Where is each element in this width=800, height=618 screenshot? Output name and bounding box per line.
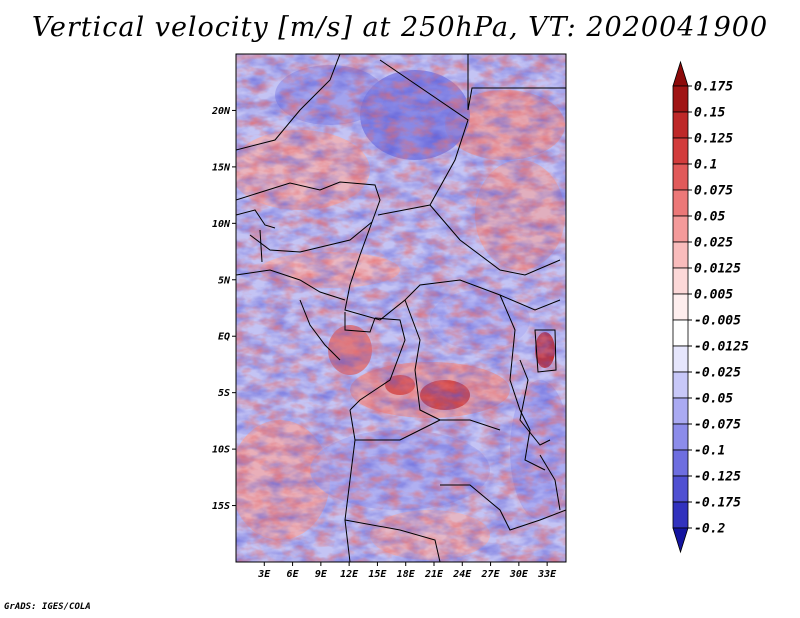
colorbar-label: -0.175 [694, 496, 741, 511]
x-tick-label: 3E [257, 569, 271, 580]
y-tick-label: 10S [212, 445, 230, 456]
colorbar-swatch [672, 293, 689, 321]
colorbar-swatch [672, 345, 689, 373]
y-tick-label: 15S [212, 501, 230, 512]
y-tick-label: 5N [218, 275, 231, 286]
colorbar-swatch [672, 449, 689, 477]
colorbar-label: 0.05 [694, 210, 725, 225]
colorbar-swatch [672, 397, 689, 425]
x-tick-label: 9E [315, 569, 328, 580]
colorbar-label: 0.1 [694, 158, 717, 173]
colorbar-label: -0.05 [694, 392, 733, 407]
x-tick-label: 24E [452, 569, 472, 580]
x-tick-label: 18E [397, 569, 416, 580]
colorbar-label: -0.075 [694, 418, 741, 433]
y-tick-label: 5S [218, 388, 230, 399]
colorbar: 0.175 0.15 0.125 0.1 0.075 0.05 0.025 0.0125 0.0… [672, 60, 749, 554]
x-tick-label: 30E [509, 569, 529, 580]
colorbar-swatch [672, 475, 689, 503]
x-tick-label: 12E [340, 569, 359, 580]
x-tick-label: 6E [287, 569, 300, 580]
x-tick-label: 21E [424, 569, 444, 580]
colorbar-label: 0.005 [694, 288, 733, 303]
colorbar-swatch [672, 241, 689, 269]
colorbar-swatch [672, 215, 689, 243]
colorbar-label: -0.0125 [694, 340, 749, 355]
x-tick-label: 33E [537, 569, 557, 580]
colorbar-label: -0.125 [694, 470, 741, 485]
x-tick-label: 27E [481, 569, 501, 580]
y-axis: 20N 15N 10N 5N EQ 5S 10S 15S [211, 106, 236, 512]
colorbar-label: -0.005 [694, 314, 741, 329]
y-tick-label: 15N [212, 162, 231, 173]
map-frame [235, 53, 567, 563]
colorbar-swatch [672, 371, 689, 399]
colorbar-swatch [672, 189, 689, 217]
x-axis: 3E 6E 9E 12E 15E 18E 21E 24E 27E 30E 33E [257, 562, 557, 580]
y-tick-label: 10N [212, 219, 231, 230]
grads-credit: GrADS: IGES/COLA [4, 602, 91, 612]
colorbar-label: 0.0125 [694, 262, 741, 277]
colorbar-label: 0.15 [694, 106, 725, 121]
x-tick-label: 15E [368, 569, 387, 580]
colorbar-swatch [672, 267, 689, 295]
y-tick-label: 20N [211, 106, 231, 117]
colorbar-swatch [672, 501, 689, 529]
y-tick-label: EQ [218, 332, 230, 343]
country-borders [236, 54, 566, 562]
colorbar-label: -0.025 [694, 366, 741, 381]
colorbar-top-arrow [672, 60, 689, 87]
velocity-field [236, 54, 566, 562]
map-title: Vertical velocity [m/s] at 250hPa, VT: 2… [31, 12, 769, 43]
colorbar-label: 0.075 [694, 184, 733, 199]
colorbar-swatch [672, 137, 689, 165]
colorbar-swatch [672, 423, 689, 451]
colorbar-label: 0.125 [694, 132, 733, 147]
colorbar-swatch [672, 163, 689, 191]
colorbar-swatch [672, 111, 689, 139]
colorbar-swatch [672, 319, 689, 347]
colorbar-swatch [672, 85, 689, 113]
colorbar-label: -0.2 [694, 522, 725, 537]
colorbar-bottom-arrow [672, 527, 689, 554]
colorbar-label: -0.1 [694, 444, 725, 459]
colorbar-label: 0.025 [694, 236, 733, 251]
colorbar-label: 0.175 [694, 80, 733, 95]
